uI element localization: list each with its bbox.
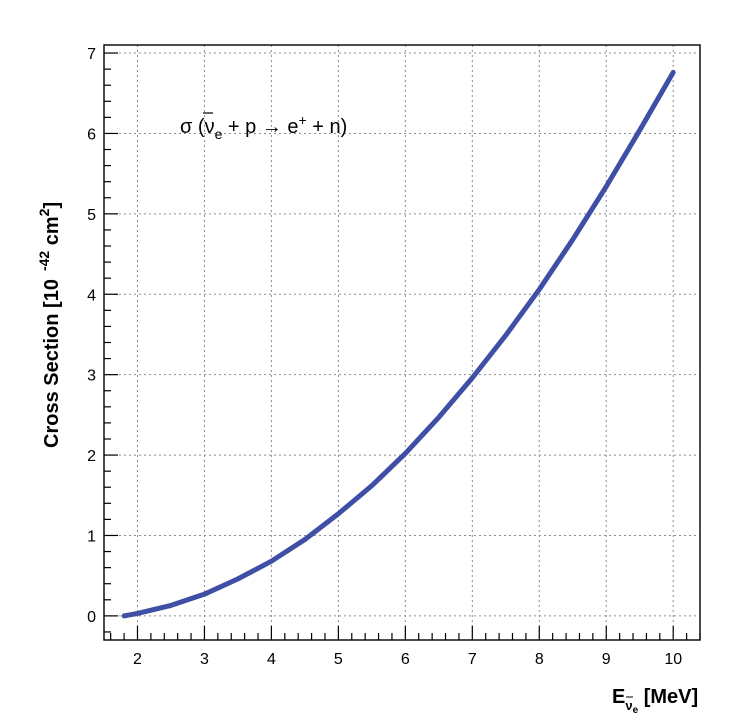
series-layer (121, 69, 676, 619)
y-tick-label: 0 (87, 609, 96, 626)
x-axis-title: Eνe [MeV] (612, 686, 698, 716)
y-tick-label: 5 (87, 207, 96, 224)
annotation-middle1: + p → e (222, 116, 298, 138)
y-tick-label: 7 (87, 46, 96, 63)
x-tick-label: 4 (267, 651, 276, 668)
x-tick-labels: 2 3 4 5 6 7 8 9 10 (133, 651, 682, 668)
x-tick-label: 3 (200, 651, 209, 668)
annotation-nu-sub: e (215, 126, 223, 142)
y-tick-label: 6 (87, 126, 96, 143)
annotation-nu: ν (205, 116, 215, 138)
cross-section-curve (121, 69, 676, 619)
y-axis-title: Cross Section [10 -42 cm2] (36, 202, 63, 448)
x-tick-label: 8 (535, 651, 544, 668)
y-tick-label: 2 (87, 448, 96, 465)
x-tick-label: 5 (334, 651, 343, 668)
y-axis-title-main: Cross Section [10 (41, 279, 63, 448)
x-axis-title-main: E (612, 686, 625, 708)
x-tick-label: 10 (664, 651, 682, 668)
annotation-middle2: + n) (307, 116, 348, 138)
reaction-annotation: σ (νe + p → e+ + n) (180, 112, 347, 142)
grid (104, 45, 700, 640)
y-axis-title-unit: cm (41, 216, 63, 250)
x-tick-label: 2 (133, 651, 142, 668)
x-axis-title-sub-sub: e (633, 705, 639, 716)
y-axis-title-unit-exp: 2 (36, 208, 52, 216)
x-tick-label: 9 (602, 651, 611, 668)
y-tick-label: 1 (87, 528, 96, 545)
x-tick-label: 7 (468, 651, 477, 668)
annotation-plus-sup: + (299, 112, 307, 128)
y-tick-label: 4 (87, 287, 96, 304)
x-axis-title-sub-nu: ν (625, 698, 632, 713)
x-axis-title-unit: [MeV] (638, 686, 698, 708)
y-tick-label: 3 (87, 368, 96, 385)
ticks (104, 52, 701, 640)
y-axis-title-exp: -42 (36, 251, 52, 271)
x-tick-label: 6 (401, 651, 410, 668)
y-axis-title-close: ] (41, 202, 63, 209)
y-tick-labels: 0 1 2 3 4 5 6 7 (87, 46, 96, 626)
annotation-prefix: σ ( (180, 116, 205, 138)
